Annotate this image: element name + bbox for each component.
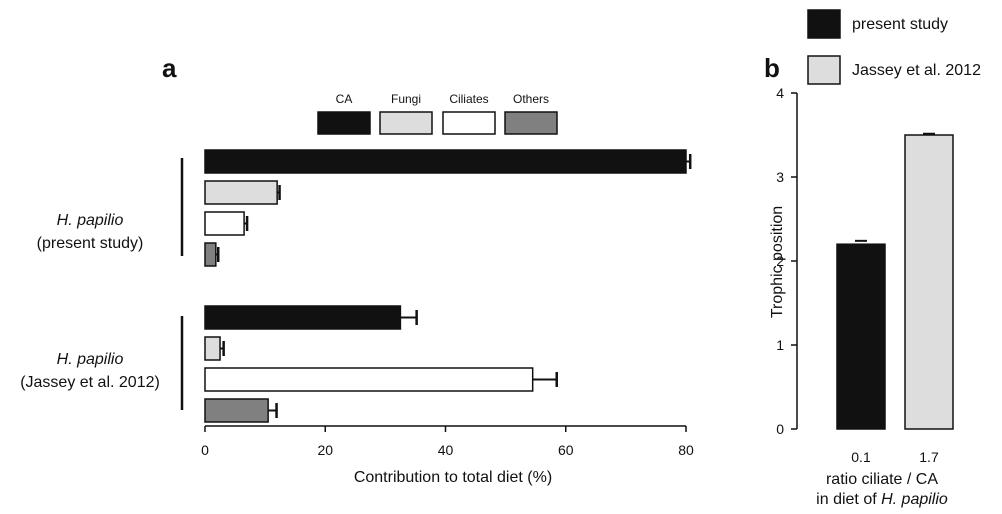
bar-g1-others bbox=[204, 242, 217, 267]
legend-b-swatch-2 bbox=[807, 55, 841, 85]
bar-g2-ca bbox=[204, 305, 402, 330]
bar-b-2 bbox=[904, 134, 954, 430]
legend-swatch-others bbox=[504, 111, 558, 135]
panel-a-x-axis: 0 20 40 60 80 bbox=[201, 425, 694, 458]
x-tick-label-b-1: 0.1 bbox=[851, 449, 871, 465]
group-label-source-1: (present study) bbox=[37, 235, 144, 252]
x-tick-label-40: 40 bbox=[438, 442, 454, 458]
bar-g2-fungi bbox=[204, 336, 221, 361]
panel-a-bars bbox=[204, 149, 692, 423]
panel-b-x-axis-title-prefix: in diet of bbox=[816, 491, 881, 508]
legend-swatch-fungi bbox=[379, 111, 433, 135]
group-label-source-2: (Jassey et al. 2012) bbox=[20, 374, 160, 391]
legend-label-fungi: Fungi bbox=[391, 92, 421, 106]
x-tick-label-0: 0 bbox=[201, 442, 209, 458]
x-tick-label-80: 80 bbox=[678, 442, 694, 458]
y-tick-label-0: 0 bbox=[776, 421, 784, 437]
group-label-species-2: H. papilio bbox=[57, 351, 124, 368]
x-tick-label-b-2: 1.7 bbox=[919, 449, 939, 465]
bar-g1-fungi bbox=[204, 180, 278, 205]
y-tick-label-2: 2 bbox=[776, 253, 784, 269]
bar-b-1 bbox=[836, 243, 886, 430]
panel-a-x-axis-title: Contribution to total diet (%) bbox=[354, 469, 552, 486]
y-tick-label-1: 1 bbox=[776, 337, 784, 353]
legend-label-ca: CA bbox=[336, 92, 353, 106]
group-label-species-1: H. papilio bbox=[57, 212, 124, 229]
bar-g1-ca bbox=[204, 149, 687, 174]
legend-label-others: Others bbox=[513, 92, 549, 106]
panel-b-x-axis-title-species: H. papilio bbox=[881, 491, 948, 508]
panel-b-x-axis-title-line1: ratio ciliate / CA bbox=[826, 471, 938, 488]
x-tick-label-60: 60 bbox=[558, 442, 574, 458]
panel-b-bars: 0.1 1.7 bbox=[836, 132, 954, 465]
y-tick-label-4: 4 bbox=[776, 85, 784, 101]
panel-b-y-axis: 0 1 2 3 4 bbox=[776, 85, 798, 437]
panel-b-y-axis-title: Trophic position bbox=[769, 206, 786, 318]
panel-b-x-axis-title-line2: in diet of H. papilio bbox=[816, 491, 948, 508]
bar-g2-others bbox=[204, 398, 269, 423]
legend-swatch-ciliates bbox=[442, 111, 496, 135]
panel-a-label: a bbox=[162, 53, 177, 83]
panel-b-legend: present study Jassey et al. 2012 bbox=[807, 9, 981, 85]
bar-g2-ciliates bbox=[204, 367, 534, 392]
panel-a-legend: CA Fungi Ciliates Others bbox=[317, 92, 558, 135]
legend-b-swatch-1 bbox=[807, 9, 841, 39]
legend-b-label-1: present study bbox=[852, 16, 948, 33]
legend-swatch-ca bbox=[317, 111, 371, 135]
legend-label-ciliates: Ciliates bbox=[449, 92, 488, 106]
x-tick-label-20: 20 bbox=[317, 442, 333, 458]
legend-b-label-2: Jassey et al. 2012 bbox=[852, 62, 981, 79]
panel-a-group-labels: H. papilio (present study) H. papilio (Jass… bbox=[20, 212, 160, 391]
bar-g1-ciliates bbox=[204, 211, 245, 236]
y-tick-label-3: 3 bbox=[776, 169, 784, 185]
panel-b-label: b bbox=[764, 53, 780, 83]
